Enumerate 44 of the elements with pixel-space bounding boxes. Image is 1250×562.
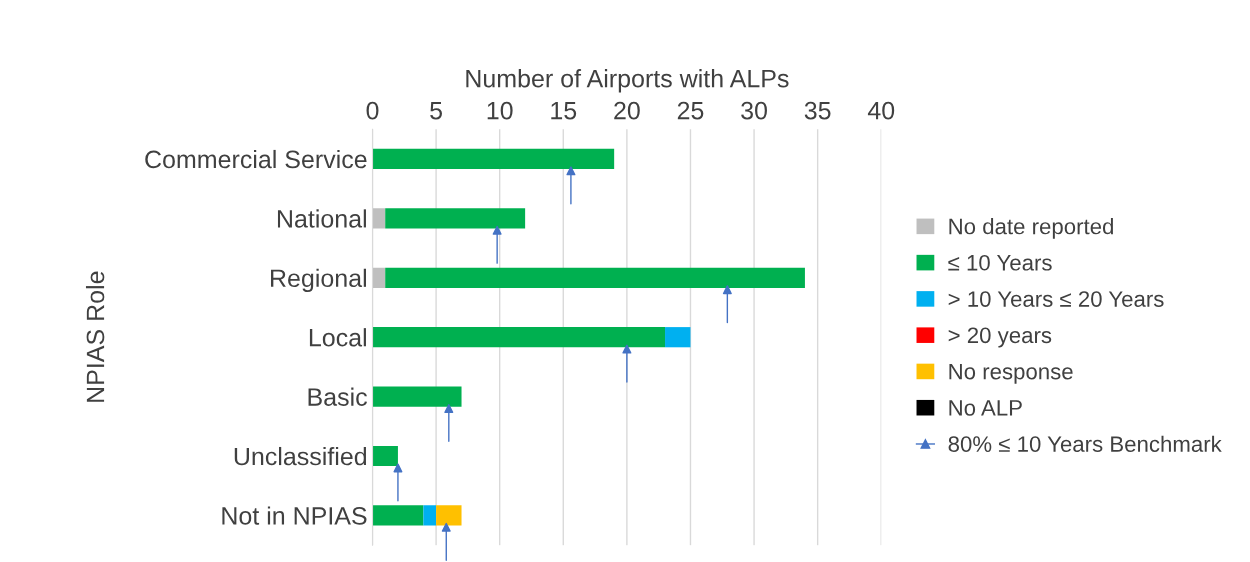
- legend-label: No ALP: [949, 400, 1022, 416]
- point: [566, 166, 576, 176]
- x-axis-title: Number of Airports with ALPs: [466, 69, 789, 93]
- legend-label: > 20 years: [948, 327, 1052, 348]
- point: [492, 225, 502, 235]
- x-tick-label: 20: [614, 101, 640, 120]
- legend-label: 80% ≤ 10 Years Benchmark: [948, 435, 1222, 452]
- x-tick-label: 15: [551, 102, 577, 120]
- y-tick-label: Not in NPIAS: [222, 506, 367, 525]
- x-tick-label: 5: [430, 102, 442, 120]
- x-tick-label: 30: [741, 101, 767, 120]
- point: [444, 403, 454, 413]
- bar: [436, 505, 462, 526]
- y-tick-label: National: [277, 209, 366, 228]
- legend-label: No date reported: [949, 218, 1113, 239]
- y-tick-label: Unclassified: [234, 446, 367, 466]
- x-tick-label: 10: [487, 101, 513, 120]
- bar: [372, 208, 386, 229]
- bar: [372, 505, 424, 526]
- y-tick-label: Basic: [308, 387, 367, 406]
- bar: [385, 267, 805, 288]
- legend-label: ≤ 10 Years: [948, 254, 1052, 271]
- point: [722, 285, 732, 295]
- point: [393, 463, 403, 473]
- x-tick-label: 25: [677, 101, 704, 120]
- bar: [423, 505, 437, 526]
- bar: [372, 386, 462, 407]
- x-tick-label: 0: [366, 101, 379, 120]
- legend-label: No response: [949, 363, 1073, 384]
- y-tick-label: Local: [309, 328, 366, 347]
- bar: [372, 445, 398, 467]
- point: [441, 522, 451, 532]
- bar: [372, 267, 386, 288]
- y-axis-title: NPIAS Role: [85, 271, 105, 402]
- point: [622, 344, 632, 354]
- bar: [372, 327, 666, 348]
- y-tick-label: Regional: [271, 268, 366, 293]
- x-tick-label: 40: [867, 101, 895, 120]
- bar: [372, 148, 615, 170]
- bar: [385, 208, 526, 229]
- legend-label: > 10 Years ≤ 20 Years: [948, 291, 1164, 307]
- y-tick-label: Commercial Service: [145, 149, 367, 169]
- x-tick-label: 35: [804, 101, 831, 120]
- bar: [665, 327, 691, 348]
